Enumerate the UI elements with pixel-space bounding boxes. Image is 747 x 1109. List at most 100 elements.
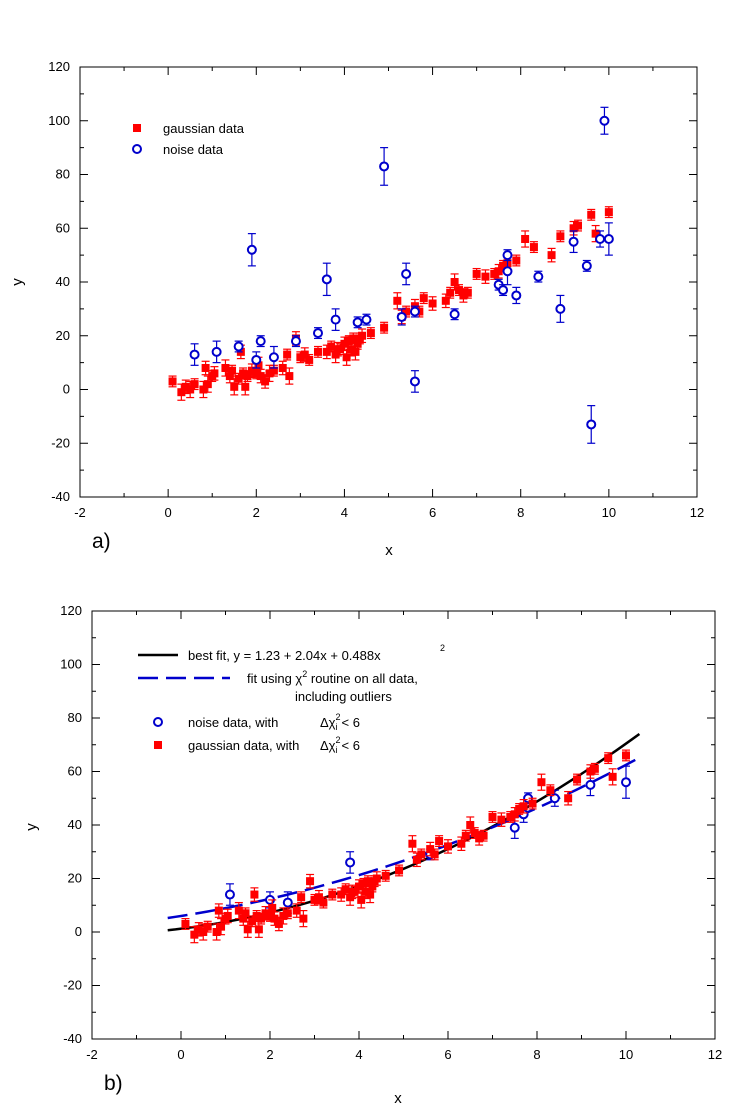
gaussian-data-point bbox=[305, 353, 314, 366]
square-marker bbox=[475, 834, 484, 843]
legend-b: best fit, y = 1.23 + 2.04x + 0.488x 2 fi… bbox=[138, 643, 445, 755]
legend-b-gaussian-marker bbox=[154, 741, 162, 749]
gaussian-data-point bbox=[393, 292, 402, 310]
noise-data-point bbox=[599, 106, 610, 135]
square-marker bbox=[604, 208, 613, 217]
square-marker bbox=[363, 877, 372, 886]
circle-marker bbox=[189, 349, 200, 360]
legend-a: gaussian data noise data bbox=[132, 121, 245, 157]
gaussian-data-point bbox=[564, 790, 573, 806]
square-marker bbox=[435, 837, 444, 846]
square-marker bbox=[268, 903, 277, 912]
square-marker bbox=[380, 323, 389, 332]
noise-data-point bbox=[533, 270, 544, 283]
gaussian-data-point bbox=[292, 903, 301, 918]
square-marker bbox=[212, 928, 221, 936]
square-marker bbox=[481, 272, 490, 281]
noise-data-point bbox=[603, 222, 614, 256]
legend-b-noise-label: noise data, with bbox=[188, 715, 278, 730]
y-tick-label: 100 bbox=[48, 113, 70, 128]
square-marker bbox=[310, 895, 319, 904]
noise-data-point bbox=[233, 340, 244, 353]
square-marker bbox=[241, 909, 250, 918]
gaussian-data-point bbox=[380, 321, 389, 334]
circle-marker bbox=[502, 250, 513, 261]
circle-marker bbox=[509, 822, 520, 833]
circle-marker bbox=[396, 311, 407, 322]
gaussian-data-point bbox=[181, 918, 190, 930]
square-marker bbox=[472, 269, 481, 278]
square-marker bbox=[199, 385, 208, 394]
circle-marker bbox=[379, 161, 390, 172]
gaussian-data-point bbox=[181, 379, 190, 395]
square-marker bbox=[265, 369, 274, 378]
circle-marker bbox=[268, 352, 279, 363]
x-tick-label: 8 bbox=[517, 505, 524, 520]
noise-data-point bbox=[586, 405, 597, 444]
gaussian-data-point bbox=[168, 375, 177, 388]
square-marker bbox=[428, 299, 437, 308]
square-marker bbox=[194, 925, 203, 934]
legend-b-noise-marker bbox=[153, 717, 163, 727]
x-tick-label: 10 bbox=[602, 505, 616, 520]
square-marker bbox=[564, 794, 573, 803]
y-tick-label: 0 bbox=[63, 382, 70, 397]
y-tick-label: 80 bbox=[56, 167, 70, 182]
y-tick-label: 100 bbox=[60, 657, 82, 672]
square-marker bbox=[299, 914, 308, 923]
gaussian-data-point bbox=[497, 812, 506, 827]
noise-data-point bbox=[498, 284, 509, 297]
noise-data-point bbox=[379, 147, 390, 186]
gaussian-data-point bbox=[297, 891, 306, 904]
legend-b-chi2fit-post: routine on all data, bbox=[307, 671, 418, 686]
gaussian-data-point bbox=[446, 286, 455, 299]
square-marker bbox=[248, 917, 257, 926]
gaussian-data-point bbox=[519, 798, 528, 814]
x-tick-label: 4 bbox=[341, 505, 348, 520]
square-marker bbox=[344, 337, 353, 346]
legend-a-noise-label: noise data bbox=[163, 142, 224, 157]
square-marker bbox=[359, 879, 368, 888]
x-tick-label: 0 bbox=[165, 505, 172, 520]
square-marker bbox=[470, 829, 479, 838]
square-marker bbox=[547, 251, 556, 260]
square-marker bbox=[490, 269, 499, 278]
marks-b bbox=[181, 749, 631, 944]
circle-marker bbox=[621, 777, 631, 788]
square-marker bbox=[256, 372, 265, 381]
square-marker bbox=[305, 355, 314, 364]
gaussian-data-point bbox=[228, 364, 237, 377]
marks-a bbox=[168, 106, 614, 444]
square-marker bbox=[283, 350, 292, 359]
noise-data-point bbox=[312, 327, 323, 340]
gaussian-data-point bbox=[472, 267, 481, 280]
square-marker bbox=[319, 898, 328, 907]
square-marker bbox=[556, 232, 565, 241]
square-marker bbox=[337, 890, 346, 899]
noise-data-point bbox=[352, 316, 363, 329]
square-marker bbox=[441, 296, 450, 305]
square-marker bbox=[292, 906, 301, 915]
gaussian-data-point bbox=[475, 831, 484, 846]
y-tick-label: -20 bbox=[63, 978, 82, 993]
legend-b-chi2fit-pre: fit using χ bbox=[247, 671, 302, 686]
noise-data-point bbox=[246, 233, 257, 267]
gaussian-data-point bbox=[450, 273, 459, 291]
square-marker bbox=[461, 831, 470, 840]
legend-b-bestfit-label: best fit, y = 1.23 + 2.04x + 0.488x bbox=[188, 648, 381, 663]
square-marker bbox=[430, 850, 439, 859]
square-marker bbox=[223, 911, 232, 920]
square-marker bbox=[497, 815, 506, 824]
legend-b-chi2fit-sup: 2 bbox=[302, 669, 307, 679]
square-marker bbox=[168, 377, 177, 386]
square-marker bbox=[252, 911, 261, 920]
square-marker bbox=[177, 388, 186, 397]
gaussian-data-point bbox=[622, 749, 630, 762]
gaussian-data-point bbox=[417, 848, 426, 861]
gaussian-data-point bbox=[459, 288, 468, 303]
square-marker bbox=[361, 887, 370, 896]
square-marker bbox=[372, 874, 381, 883]
circle-marker bbox=[603, 234, 614, 244]
square-marker bbox=[402, 307, 411, 316]
